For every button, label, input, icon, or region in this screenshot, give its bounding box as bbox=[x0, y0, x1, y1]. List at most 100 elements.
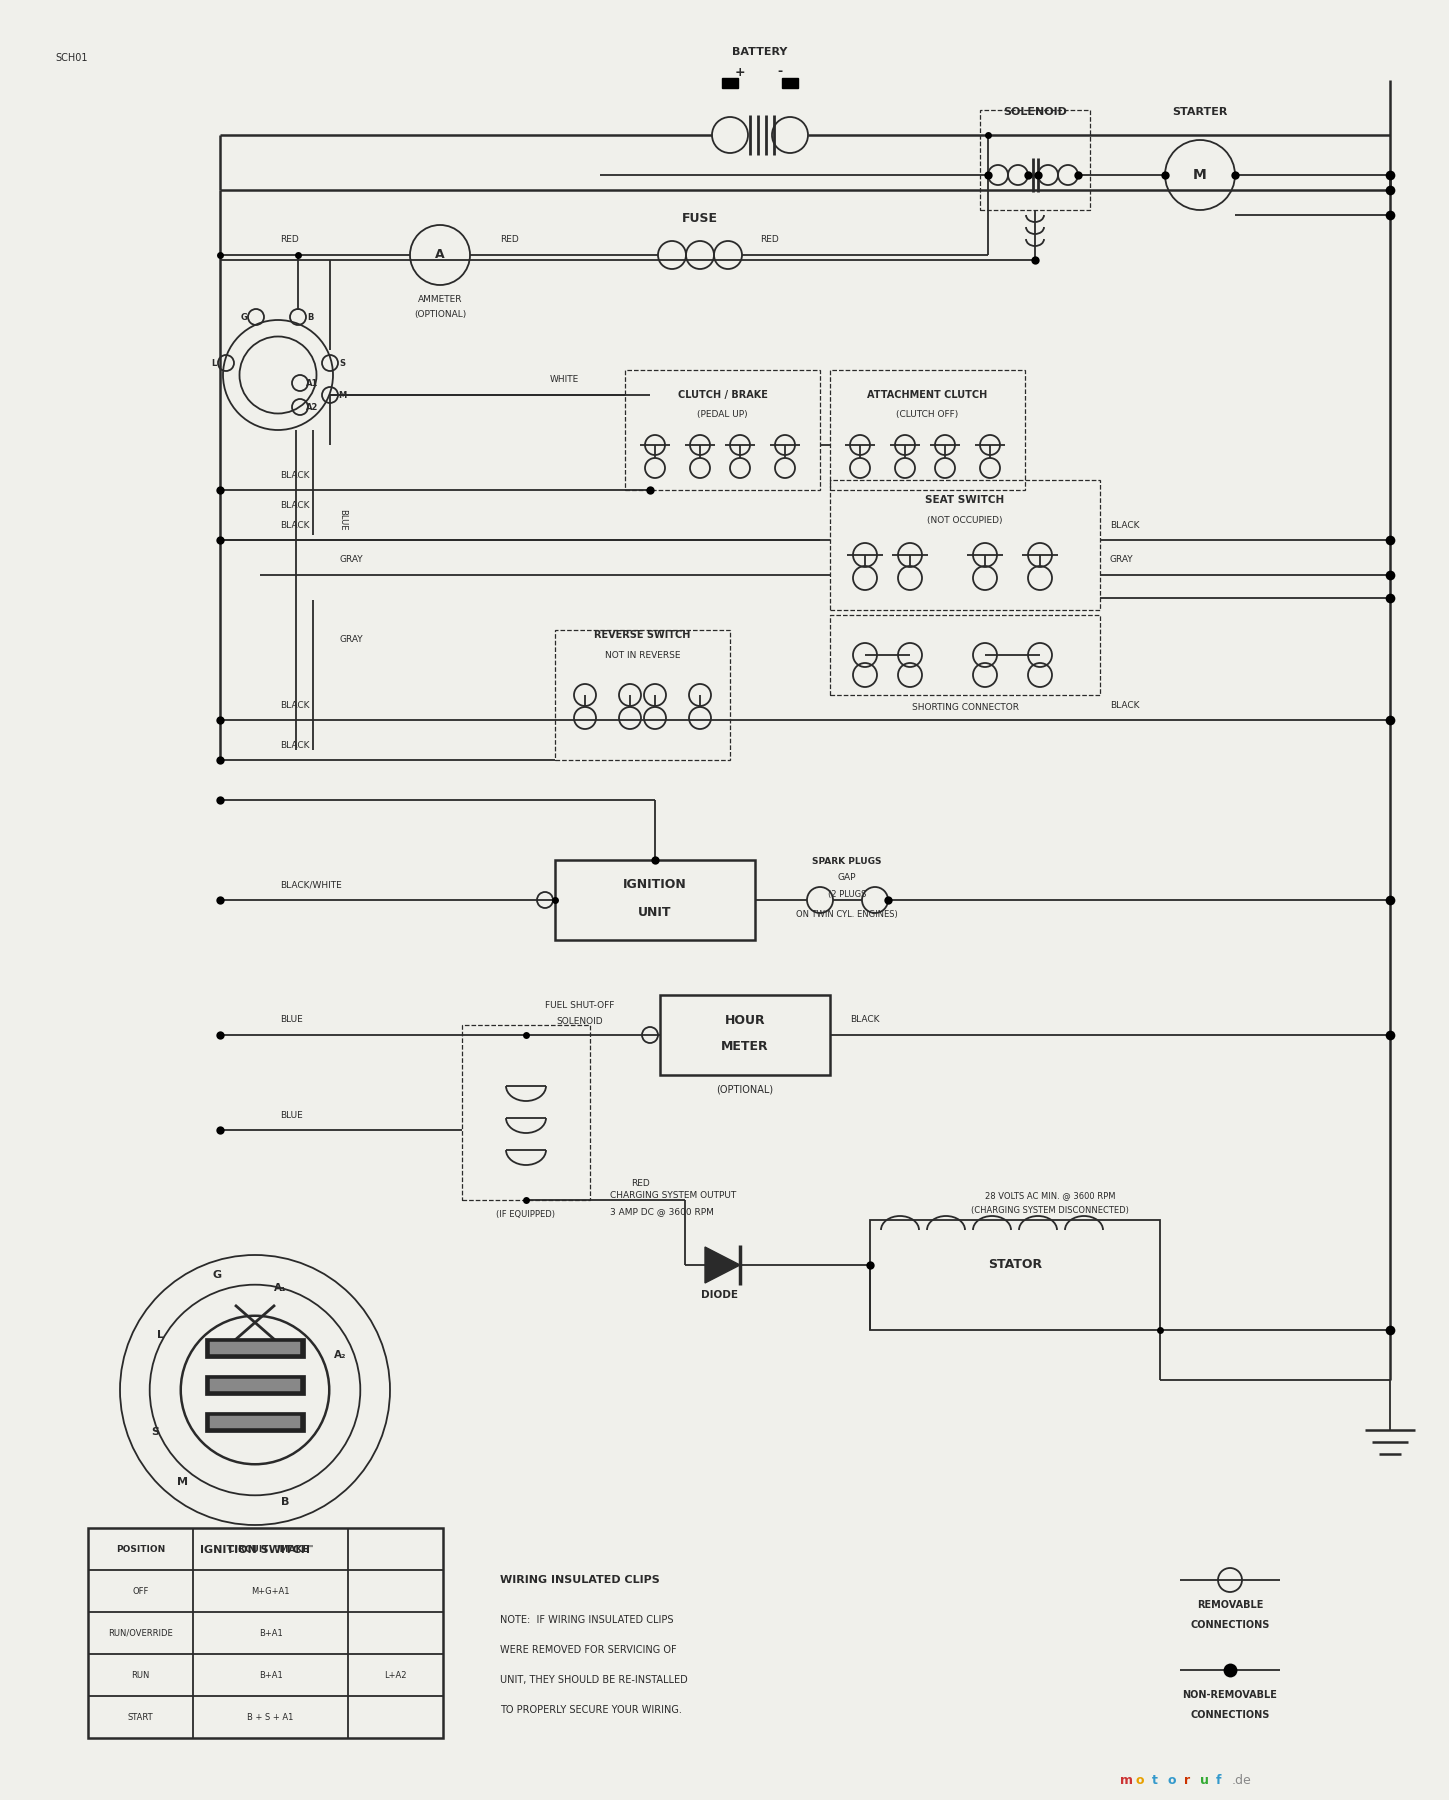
Text: L: L bbox=[212, 358, 216, 367]
Text: SPARK PLUGS: SPARK PLUGS bbox=[813, 857, 882, 866]
Bar bbox=[830, 481, 1100, 610]
Text: GRAY: GRAY bbox=[341, 635, 364, 644]
Bar bbox=[204, 1411, 304, 1433]
Bar bbox=[830, 616, 1100, 695]
Text: IGNITION SWITCH: IGNITION SWITCH bbox=[200, 1544, 310, 1555]
Text: SHORTING CONNECTOR: SHORTING CONNECTOR bbox=[911, 704, 1019, 713]
Text: M: M bbox=[177, 1478, 188, 1487]
Text: BLACK: BLACK bbox=[1110, 700, 1139, 709]
Text: RUN/OVERRIDE: RUN/OVERRIDE bbox=[109, 1629, 172, 1638]
Text: r: r bbox=[1184, 1773, 1190, 1786]
Text: BLACK: BLACK bbox=[851, 1015, 880, 1024]
Bar bbox=[210, 1343, 300, 1354]
Text: CHARGING SYSTEM OUTPUT: CHARGING SYSTEM OUTPUT bbox=[610, 1190, 736, 1199]
Bar bbox=[659, 995, 830, 1075]
Text: L+A2: L+A2 bbox=[384, 1670, 407, 1679]
Text: CIRCUIT  "MAKE": CIRCUIT "MAKE" bbox=[227, 1544, 313, 1553]
Text: STATOR: STATOR bbox=[988, 1258, 1042, 1271]
Text: METER: METER bbox=[722, 1040, 769, 1053]
Text: m: m bbox=[1120, 1773, 1133, 1786]
Text: GRAY: GRAY bbox=[341, 556, 364, 565]
Text: WHITE: WHITE bbox=[551, 376, 580, 385]
Text: SEAT SWITCH: SEAT SWITCH bbox=[926, 495, 1004, 506]
Text: BLUE: BLUE bbox=[338, 509, 346, 531]
Text: NOTE:  IF WIRING INSULATED CLIPS: NOTE: IF WIRING INSULATED CLIPS bbox=[500, 1615, 674, 1625]
Text: G: G bbox=[213, 1271, 222, 1280]
Bar bbox=[980, 110, 1090, 211]
Text: BLACK: BLACK bbox=[280, 470, 310, 479]
Bar bbox=[830, 371, 1024, 490]
Polygon shape bbox=[706, 1247, 740, 1283]
Text: f: f bbox=[1216, 1773, 1222, 1786]
Text: M+G+A1: M+G+A1 bbox=[251, 1586, 290, 1595]
Text: UNIT, THEY SHOULD BE RE-INSTALLED: UNIT, THEY SHOULD BE RE-INSTALLED bbox=[500, 1676, 688, 1685]
Bar bbox=[462, 1024, 590, 1201]
Text: A: A bbox=[435, 248, 445, 261]
Text: (NOT OCCUPIED): (NOT OCCUPIED) bbox=[927, 515, 1003, 524]
Text: (OPTIONAL): (OPTIONAL) bbox=[716, 1085, 774, 1094]
Text: o: o bbox=[1136, 1773, 1145, 1786]
Text: B+A1: B+A1 bbox=[258, 1629, 283, 1638]
Text: HOUR: HOUR bbox=[724, 1013, 765, 1026]
Text: DIODE: DIODE bbox=[701, 1291, 739, 1300]
Text: +: + bbox=[735, 65, 745, 79]
Text: 3 AMP DC @ 3600 RPM: 3 AMP DC @ 3600 RPM bbox=[610, 1208, 714, 1217]
Text: (PEDAL UP): (PEDAL UP) bbox=[697, 410, 748, 419]
Text: POSITION: POSITION bbox=[116, 1544, 165, 1553]
Text: RED: RED bbox=[630, 1179, 649, 1188]
Text: WIRING INSULATED CLIPS: WIRING INSULATED CLIPS bbox=[500, 1575, 659, 1586]
Text: AMMETER: AMMETER bbox=[417, 295, 462, 304]
Text: M: M bbox=[1193, 167, 1207, 182]
Text: NOT IN REVERSE: NOT IN REVERSE bbox=[604, 650, 680, 659]
Text: A2: A2 bbox=[306, 403, 319, 412]
Text: CONNECTIONS: CONNECTIONS bbox=[1190, 1710, 1269, 1721]
Text: RED: RED bbox=[500, 236, 519, 245]
Text: GAP: GAP bbox=[838, 873, 856, 882]
Text: M: M bbox=[338, 391, 346, 400]
Text: o: o bbox=[1168, 1773, 1177, 1786]
Text: B: B bbox=[307, 313, 313, 322]
Bar bbox=[210, 1379, 300, 1391]
Text: (CLUTCH OFF): (CLUTCH OFF) bbox=[897, 410, 959, 419]
Bar bbox=[625, 371, 820, 490]
Text: RED: RED bbox=[759, 236, 778, 245]
Text: RUN: RUN bbox=[132, 1670, 149, 1679]
Text: WERE REMOVED FOR SERVICING OF: WERE REMOVED FOR SERVICING OF bbox=[500, 1645, 677, 1654]
Text: BLACK: BLACK bbox=[280, 500, 310, 509]
Bar bbox=[869, 1220, 1161, 1330]
Text: OFF: OFF bbox=[132, 1586, 149, 1595]
Text: RED: RED bbox=[280, 236, 298, 245]
Text: (CHARGING SYSTEM DISCONNECTED): (CHARGING SYSTEM DISCONNECTED) bbox=[971, 1206, 1129, 1215]
Text: SCH01: SCH01 bbox=[55, 52, 87, 63]
Text: B: B bbox=[281, 1498, 290, 1507]
Text: (OPTIONAL): (OPTIONAL) bbox=[414, 310, 467, 320]
Text: CLUTCH / BRAKE: CLUTCH / BRAKE bbox=[678, 391, 768, 400]
Text: 28 VOLTS AC MIN. @ 3600 RPM: 28 VOLTS AC MIN. @ 3600 RPM bbox=[985, 1192, 1116, 1201]
Text: S: S bbox=[151, 1427, 159, 1436]
Text: BLACK: BLACK bbox=[280, 520, 310, 529]
Text: S: S bbox=[339, 358, 345, 367]
Text: GRAY: GRAY bbox=[1110, 556, 1133, 565]
Polygon shape bbox=[722, 77, 738, 88]
Text: FUEL SHUT-OFF: FUEL SHUT-OFF bbox=[545, 1001, 614, 1010]
Text: CONNECTIONS: CONNECTIONS bbox=[1190, 1620, 1269, 1631]
Polygon shape bbox=[782, 77, 798, 88]
Text: UNIT: UNIT bbox=[638, 905, 672, 918]
Text: (IF EQUIPPED): (IF EQUIPPED) bbox=[497, 1210, 555, 1220]
Text: t: t bbox=[1152, 1773, 1158, 1786]
Text: BLACK: BLACK bbox=[280, 700, 310, 709]
Text: BATTERY: BATTERY bbox=[732, 47, 788, 58]
Text: STARTER: STARTER bbox=[1172, 106, 1227, 117]
Text: A₁: A₁ bbox=[274, 1283, 287, 1292]
Bar bbox=[555, 860, 755, 940]
Text: (2 PLUGS: (2 PLUGS bbox=[827, 891, 867, 900]
Text: A1: A1 bbox=[306, 378, 319, 387]
Text: B + S + A1: B + S + A1 bbox=[248, 1712, 294, 1721]
Text: BLACK/WHITE: BLACK/WHITE bbox=[280, 880, 342, 889]
Text: FUSE: FUSE bbox=[682, 212, 719, 225]
Text: SOLENOID: SOLENOID bbox=[1003, 106, 1066, 117]
Text: -: - bbox=[778, 65, 782, 79]
Bar bbox=[210, 1417, 300, 1427]
Text: NON-REMOVABLE: NON-REMOVABLE bbox=[1182, 1690, 1278, 1699]
Text: B+A1: B+A1 bbox=[258, 1670, 283, 1679]
